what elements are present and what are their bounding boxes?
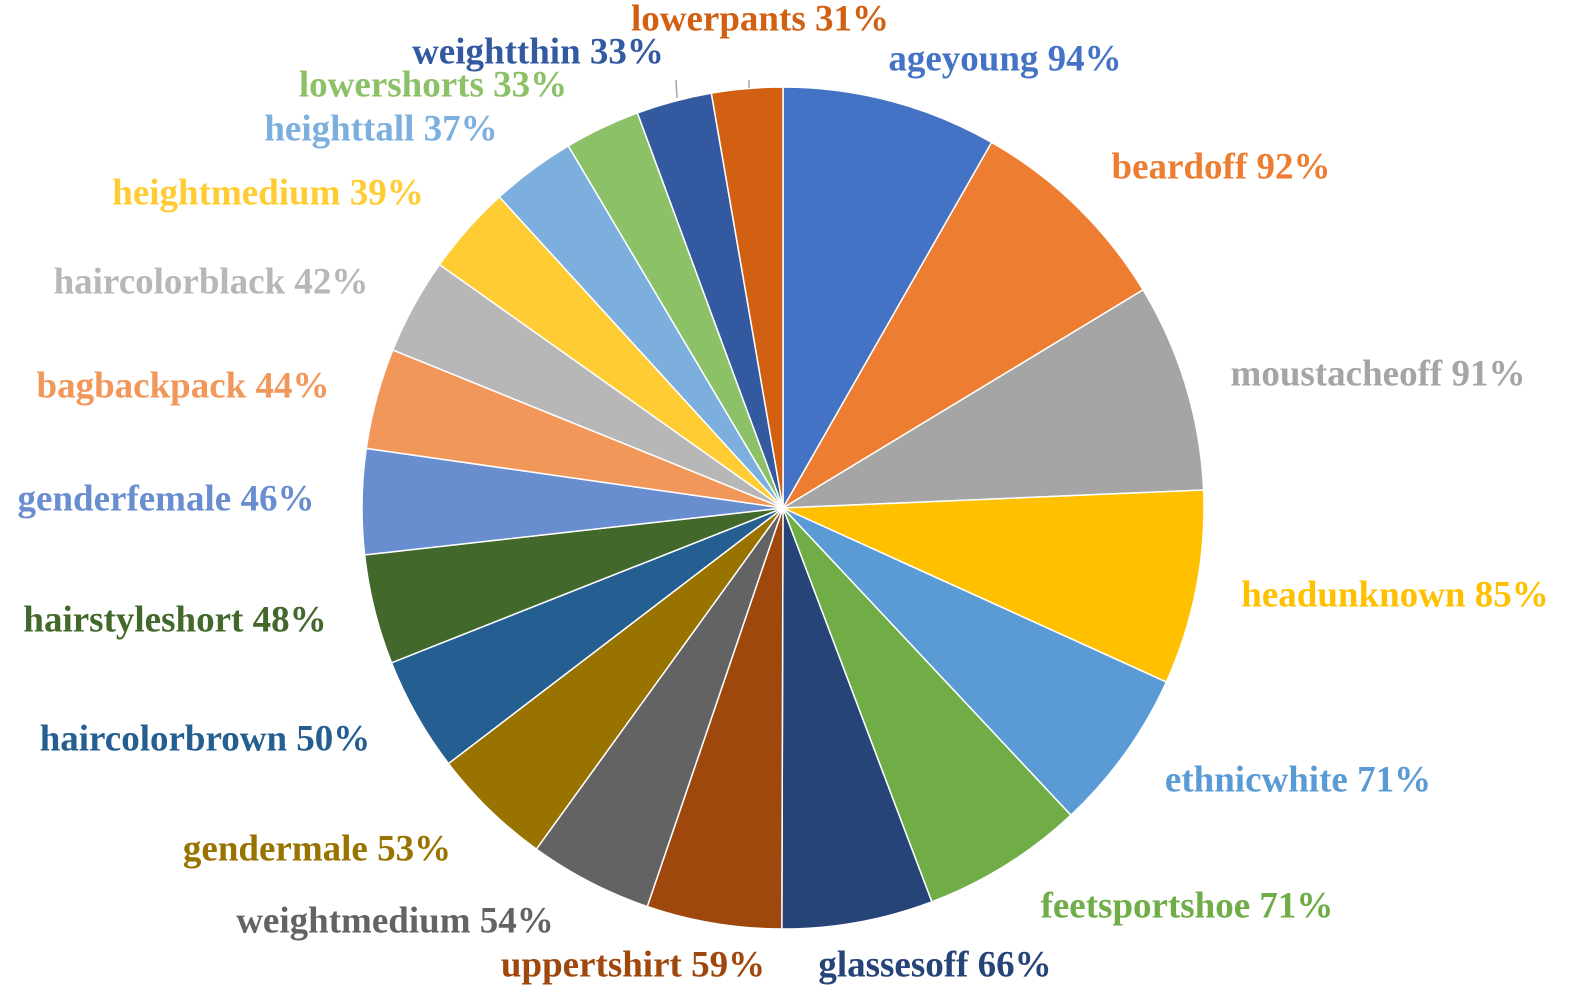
data-label-genderfemale: genderfemale 46% [18,478,315,519]
data-label-heightmedium: heightmedium 39% [112,172,423,213]
pie-slices [361,86,1205,930]
data-label-lowershorts: lowershorts 33% [299,64,567,105]
data-label-moustacheoff: moustacheoff 91% [1231,353,1526,394]
data-label-headunknown: headunknown 85% [1241,574,1548,615]
data-labels: ageyoung 94% beardoff 92% moustacheoff 91%… [18,0,1549,985]
pie-slice-ethnicwhite [782,507,1168,817]
pie-slice-beardoff [780,141,1145,511]
data-label-ethnicwhite: ethnicwhite 71% [1165,759,1431,800]
pie-slice-feetsportshoe [782,507,1072,903]
label-leader-lines [675,79,750,99]
data-label-haircolorblack: haircolorblack 42% [54,261,369,302]
data-label-gendermale: gendermale 53% [183,828,451,869]
data-label-ageyoung: ageyoung 94% [888,38,1121,79]
data-label-weightmedium: weightmedium 54% [236,900,554,941]
pie-slice-lowerpants [710,86,784,509]
data-label-bagbackpack: bagbackpack 44% [37,365,330,406]
data-label-feetsportshoe: feetsportshoe 71% [1041,885,1334,926]
pie-slice-uppertshirt [646,507,784,930]
data-label-lowerpants: lowerpants 31% [631,0,889,39]
pie-slice-glassesoff [781,507,933,930]
data-label-uppertshirt: uppertshirt 59% [501,944,765,985]
pie-slice-moustacheoff [782,288,1205,509]
data-label-haircolorbrown: haircolorbrown 50% [40,718,371,759]
leader-line-weightthin [675,79,678,99]
pie-slice-ageyoung [782,86,993,511]
data-label-weightthin: weightthin 33% [412,31,664,72]
pie-slice-headunknown [782,489,1205,684]
data-label-beardoff: beardoff 92% [1112,146,1331,187]
data-label-heighttall: heighttall 37% [264,108,497,149]
data-label-glassesoff: glassesoff 66% [818,944,1051,985]
data-label-hairstyleshort: hairstyleshort 48% [23,599,326,640]
